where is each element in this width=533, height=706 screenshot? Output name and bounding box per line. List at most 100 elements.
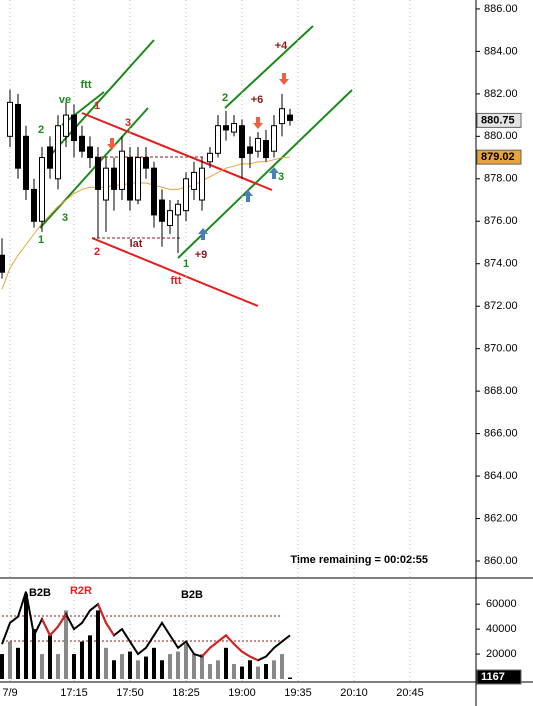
annotation: 3 bbox=[62, 212, 68, 224]
x-tick-label: 20:10 bbox=[340, 687, 368, 699]
y-tick-label: 874.00 bbox=[484, 258, 518, 270]
candle-body bbox=[279, 108, 285, 125]
candle-body bbox=[183, 178, 189, 212]
candle-body bbox=[223, 125, 229, 131]
timer: Time remaining = 00:02:55 bbox=[290, 554, 428, 566]
signal-arrow bbox=[269, 167, 279, 179]
y-tick-label: 882.00 bbox=[484, 88, 518, 100]
volume-bar bbox=[48, 635, 52, 679]
candle-body bbox=[23, 135, 29, 190]
signal-arrow bbox=[243, 190, 253, 202]
volume-bar bbox=[248, 660, 252, 679]
volume-bar bbox=[216, 660, 220, 679]
ema-label: 879.02 bbox=[481, 151, 515, 163]
volume-bar bbox=[32, 629, 36, 679]
x-tick-label: 18:25 bbox=[172, 687, 200, 699]
y-tick-label: 870.00 bbox=[484, 343, 518, 355]
annotation: 1 bbox=[94, 100, 100, 112]
ema-label-box bbox=[476, 149, 522, 165]
y-tick-label: 60000 bbox=[486, 598, 517, 610]
volume-bar bbox=[288, 677, 292, 679]
candle-body bbox=[247, 146, 253, 154]
candle-body bbox=[7, 101, 13, 137]
candle-body bbox=[239, 125, 245, 159]
volume-bar bbox=[96, 610, 100, 679]
y-tick-label: 860.00 bbox=[484, 555, 518, 567]
x-tick-label: 19:00 bbox=[228, 687, 256, 699]
annotation: R2R bbox=[70, 585, 92, 597]
annotation: 2 bbox=[94, 246, 100, 258]
annotation: ve bbox=[59, 94, 71, 106]
candle-body bbox=[95, 157, 101, 190]
candle-body bbox=[0, 254, 5, 273]
volume-bar bbox=[112, 660, 116, 679]
annotation: 2 bbox=[222, 92, 228, 104]
annotation: +4 bbox=[275, 40, 288, 52]
candle-body bbox=[63, 114, 69, 137]
last-price-label-box bbox=[476, 112, 522, 128]
volume-bar bbox=[192, 654, 196, 679]
x-tick-label: 20:45 bbox=[396, 687, 424, 699]
x-tick-label: 17:50 bbox=[116, 687, 144, 699]
candle-body bbox=[143, 157, 149, 169]
volume-bar bbox=[264, 664, 268, 679]
volume-bar bbox=[64, 610, 68, 679]
trend-line bbox=[177, 89, 353, 259]
annotation: 3 bbox=[278, 171, 284, 183]
y-tick-label: 884.00 bbox=[484, 45, 518, 57]
y-tick-label: 868.00 bbox=[484, 385, 518, 397]
candle-body bbox=[287, 114, 293, 121]
candle-body bbox=[127, 157, 133, 201]
candle-body bbox=[55, 125, 61, 180]
volume-bar bbox=[0, 654, 4, 679]
volume-bar bbox=[256, 666, 260, 679]
candle-body bbox=[87, 146, 93, 159]
volume-bar bbox=[152, 647, 156, 679]
y-tick-label: 876.00 bbox=[484, 215, 518, 227]
candle-body bbox=[191, 171, 197, 190]
volume-bar bbox=[168, 654, 172, 679]
candle-body bbox=[31, 188, 37, 222]
volume-bar bbox=[40, 654, 44, 679]
signal-arrow bbox=[198, 228, 208, 240]
y-tick-label: 20000 bbox=[486, 648, 517, 660]
candle-body bbox=[119, 150, 125, 190]
volume-bar bbox=[280, 654, 284, 679]
trend-line bbox=[81, 112, 273, 191]
volume-bar bbox=[272, 660, 276, 679]
candle-body bbox=[39, 157, 45, 222]
volume-bar bbox=[16, 647, 20, 679]
volume-bar bbox=[160, 660, 164, 679]
volume-bar bbox=[120, 654, 124, 679]
volume-bar bbox=[80, 641, 84, 679]
signal-arrow bbox=[253, 117, 263, 129]
annotation: B2B bbox=[181, 589, 203, 601]
candle-body bbox=[135, 157, 141, 201]
volume-bar bbox=[200, 654, 204, 679]
last-volume-label: 1167 bbox=[481, 671, 505, 683]
candle-body bbox=[71, 114, 77, 142]
trend-line bbox=[224, 25, 314, 109]
y-tick-label: 864.00 bbox=[484, 470, 518, 482]
candle-body bbox=[271, 125, 277, 152]
candle-body bbox=[15, 103, 21, 169]
candle-body bbox=[167, 210, 173, 227]
volume-bar bbox=[176, 651, 180, 679]
annotation: 2 bbox=[38, 124, 44, 136]
annotation: +6 bbox=[251, 94, 264, 106]
signal-arrow bbox=[279, 73, 289, 85]
volume-bar bbox=[88, 635, 92, 679]
trend-line bbox=[91, 237, 259, 307]
candle-body bbox=[103, 167, 109, 201]
annotation: +9 bbox=[195, 249, 208, 261]
candle-body bbox=[111, 167, 117, 190]
volume-bar bbox=[8, 641, 12, 679]
volume-bar bbox=[232, 664, 236, 679]
candle-body bbox=[159, 199, 165, 222]
candle-body bbox=[175, 203, 181, 216]
volume-bar bbox=[136, 660, 140, 679]
signal-arrow bbox=[107, 138, 117, 150]
annotation: ftt bbox=[81, 79, 92, 91]
volume-bar bbox=[24, 594, 28, 679]
